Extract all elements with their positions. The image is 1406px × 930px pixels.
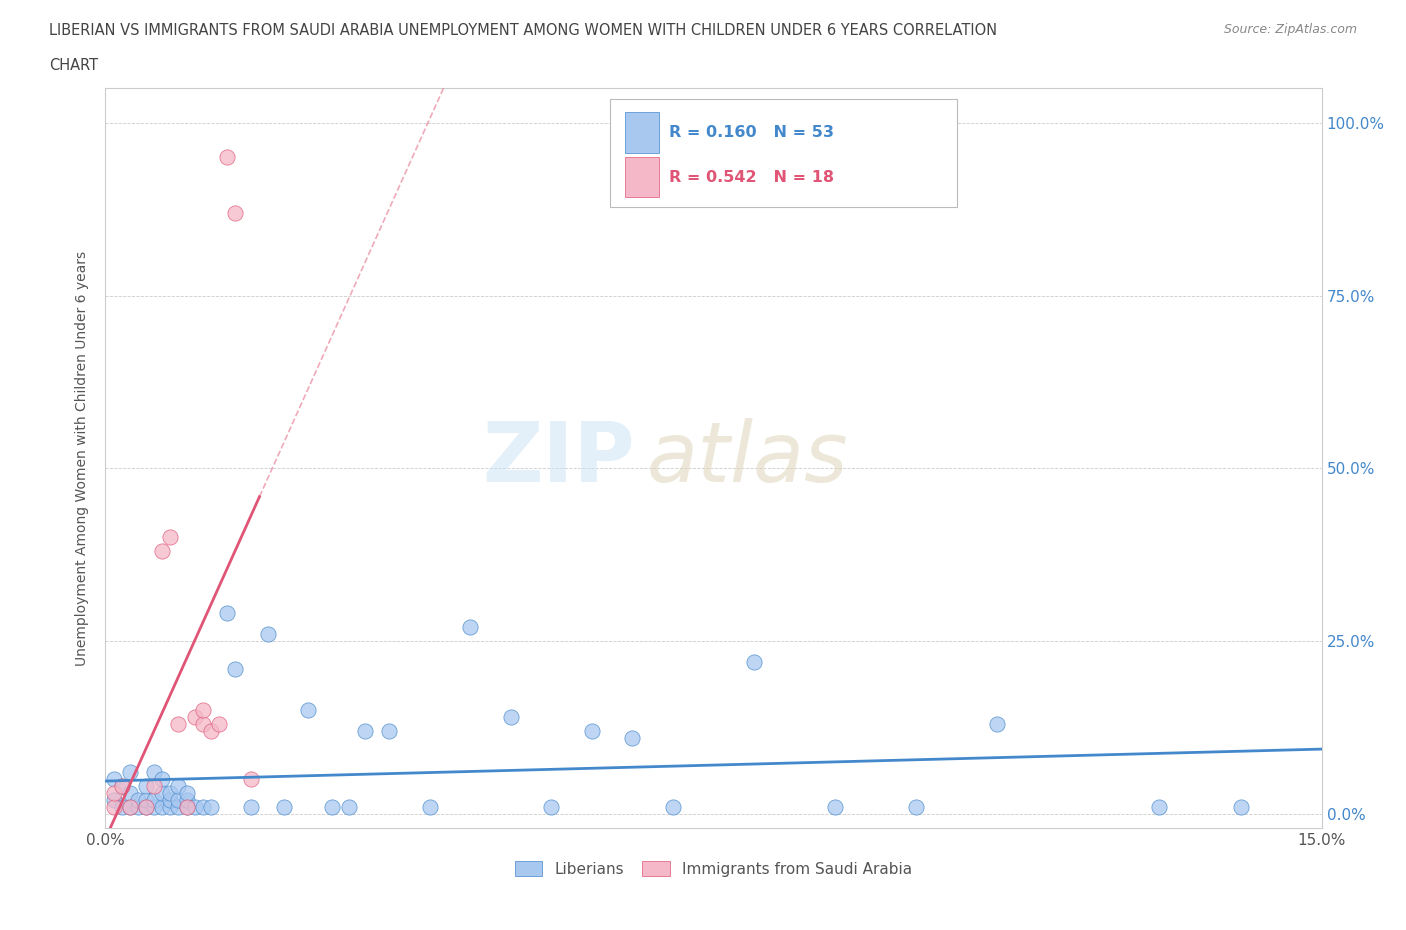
Point [905,800,928,815]
Point [150,544,173,559]
Point [167,717,190,732]
Point [540,800,562,815]
Text: LIBERIAN VS IMMIGRANTS FROM SAUDI ARABIA UNEMPLOYMENT AMONG WOMEN WITH CHILDREN : LIBERIAN VS IMMIGRANTS FROM SAUDI ARABIA… [49,23,997,38]
Point [200,800,222,815]
Point [224,206,246,220]
Point [499,710,522,724]
Point [662,800,685,815]
Legend: Liberians, Immigrants from Saudi Arabia: Liberians, Immigrants from Saudi Arabia [509,855,918,883]
Point [256,627,278,642]
Bar [624,157,659,197]
Point [135,800,157,815]
Point [297,703,319,718]
Point [167,800,190,815]
Point [191,800,214,815]
Point [354,724,377,738]
Point [183,710,205,724]
Bar [624,113,659,153]
Point [824,800,846,815]
Point [581,724,603,738]
Point [143,765,166,780]
Point [217,150,239,165]
Point [191,717,214,732]
Point [191,703,214,718]
Point [208,717,231,732]
Point [159,792,181,807]
Text: Source: ZipAtlas.com: Source: ZipAtlas.com [1223,23,1357,36]
Point [143,800,166,815]
Point [143,792,166,807]
Y-axis label: Unemployment Among Women with Children Under 6 years: Unemployment Among Women with Children U… [76,250,90,666]
Point [200,724,222,738]
Point [118,800,141,815]
Point [986,717,1008,732]
Point [217,606,239,621]
Point [458,620,481,635]
Point [135,792,157,807]
Text: R = 0.542   N = 18: R = 0.542 N = 18 [668,169,834,184]
Point [111,800,134,815]
Point [321,800,343,815]
Point [159,786,181,801]
Point [127,800,149,815]
Point [224,661,246,676]
Point [143,778,166,793]
Point [183,800,205,815]
Point [150,800,173,815]
Point [1229,800,1251,815]
Point [240,772,263,787]
Text: CHART: CHART [49,58,98,73]
Point [378,724,401,738]
Point [621,730,644,745]
Text: atlas: atlas [647,418,848,498]
Point [103,792,125,807]
Point [1149,800,1171,815]
Text: ZIP: ZIP [482,418,634,498]
Point [103,800,125,815]
Point [118,786,141,801]
Point [337,800,360,815]
Point [176,792,198,807]
Point [111,778,134,793]
Point [240,800,263,815]
FancyBboxPatch shape [610,100,956,206]
Point [167,778,190,793]
Point [111,778,134,793]
Point [176,786,198,801]
Point [150,786,173,801]
Point [167,792,190,807]
Point [419,800,441,815]
Point [150,772,173,787]
Point [176,800,198,815]
Text: R = 0.160   N = 53: R = 0.160 N = 53 [668,126,834,140]
Point [127,792,149,807]
Point [135,778,157,793]
Point [159,530,181,545]
Point [118,800,141,815]
Point [103,772,125,787]
Point [742,655,765,670]
Point [118,765,141,780]
Point [103,786,125,801]
Point [273,800,295,815]
Point [135,800,157,815]
Point [159,800,181,815]
Point [176,800,198,815]
